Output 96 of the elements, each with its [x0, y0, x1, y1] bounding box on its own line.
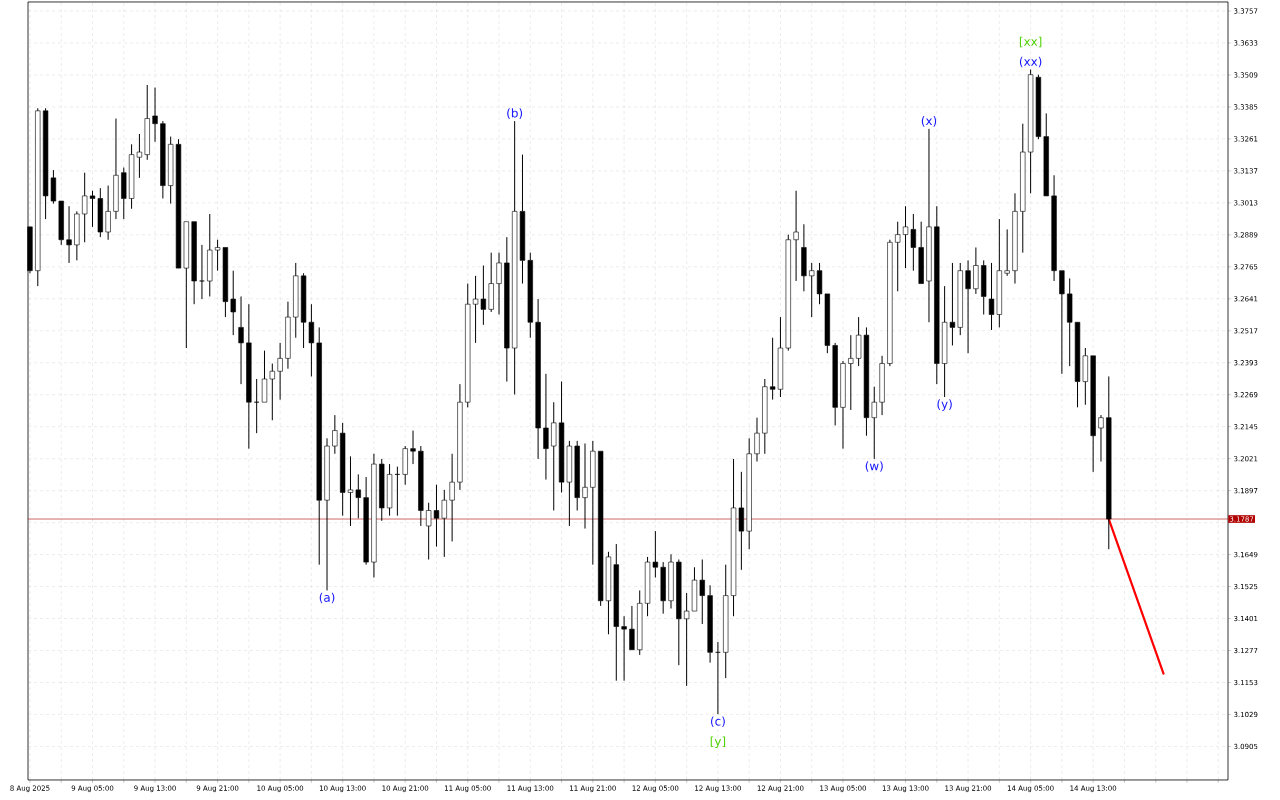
candlestick — [496, 252, 502, 316]
candlestick — [105, 185, 111, 241]
candlestick — [746, 437, 752, 550]
candlestick — [723, 564, 729, 679]
candlestick — [97, 187, 103, 238]
candlestick — [590, 440, 596, 566]
candlestick — [402, 445, 408, 486]
candlestick — [355, 473, 361, 519]
candlestick — [840, 360, 846, 450]
candlestick — [74, 210, 80, 261]
candlestick — [809, 262, 815, 318]
annotation: (x) — [921, 116, 937, 127]
candlestick — [965, 259, 971, 354]
candlestick — [1106, 375, 1112, 550]
candlestick — [246, 303, 252, 450]
annotation: (a) — [319, 592, 335, 604]
candlestick — [183, 221, 189, 349]
candlestick — [332, 414, 338, 455]
candlestick — [1012, 192, 1018, 285]
candlestick — [293, 262, 299, 339]
candlestick — [543, 373, 549, 481]
candlestick — [613, 543, 619, 682]
candlestick — [457, 383, 463, 491]
candlestick — [535, 298, 541, 460]
candlestick — [113, 118, 119, 220]
candlestick — [574, 440, 580, 512]
candlestick — [58, 200, 64, 246]
candlestick — [191, 221, 197, 305]
candlestick — [363, 476, 369, 566]
candlestick — [121, 167, 127, 220]
candlestick — [754, 417, 760, 463]
candlestick — [277, 342, 283, 401]
candlestick — [449, 453, 455, 542]
candlestick — [207, 213, 213, 297]
candlestick — [934, 205, 940, 385]
candlestick — [465, 283, 471, 408]
candlestick — [316, 326, 322, 566]
candlestick — [621, 615, 627, 682]
candlestick — [1090, 355, 1096, 473]
candlestick — [1004, 228, 1010, 277]
annotation: (xx) — [1019, 56, 1042, 68]
candlestick — [926, 128, 932, 323]
candlestick — [1067, 277, 1073, 367]
candlestick — [918, 221, 924, 284]
candlestick — [629, 605, 635, 651]
candlestick — [504, 236, 510, 383]
candlestick — [785, 234, 791, 352]
candlestick — [418, 445, 424, 527]
candlestick — [668, 553, 674, 609]
candlestick — [160, 120, 166, 199]
candlestick — [89, 190, 96, 228]
candlestick — [35, 107, 41, 287]
candlestick — [879, 355, 885, 416]
candlestick — [144, 84, 150, 161]
candlestick — [848, 334, 854, 411]
candlestick — [887, 239, 893, 367]
candlestick — [410, 430, 416, 465]
candlestick — [973, 246, 979, 295]
candlestick — [152, 87, 158, 143]
candlestick — [386, 463, 393, 517]
candlestick — [801, 223, 807, 292]
candlestick — [1098, 414, 1104, 463]
candlestick — [637, 589, 643, 656]
candlestick — [261, 350, 268, 403]
annotation: [y] — [710, 736, 726, 748]
candlestick — [441, 489, 447, 558]
candlestick — [793, 190, 799, 282]
candlestick — [488, 252, 494, 313]
candlestick — [371, 453, 377, 579]
candlestick — [660, 561, 666, 615]
candlestick — [707, 584, 713, 664]
candlestick — [762, 378, 768, 455]
candlestick — [379, 458, 385, 522]
candlestick — [238, 295, 244, 385]
annotation: (y) — [937, 399, 952, 411]
candlestick — [551, 401, 557, 512]
candlestick — [82, 172, 88, 243]
candlestick — [66, 205, 72, 264]
candlestick — [230, 270, 236, 336]
annotation: (b) — [507, 108, 523, 119]
candlestick — [699, 559, 705, 625]
candlestick — [1020, 123, 1026, 254]
candlestick — [582, 442, 588, 530]
candlestick — [957, 262, 963, 336]
candlestick — [871, 386, 877, 460]
candlestick — [175, 138, 182, 269]
candlestick — [1043, 112, 1049, 197]
candlestick — [324, 437, 330, 591]
candlestick — [285, 301, 291, 370]
candlestick — [981, 259, 987, 316]
annotation: (w) — [865, 461, 883, 472]
annotation: [xx] — [1019, 36, 1042, 48]
candlestick — [895, 221, 901, 292]
annotation: (c) — [710, 716, 725, 728]
candlestick — [1059, 270, 1065, 375]
candlestick — [1051, 174, 1057, 282]
